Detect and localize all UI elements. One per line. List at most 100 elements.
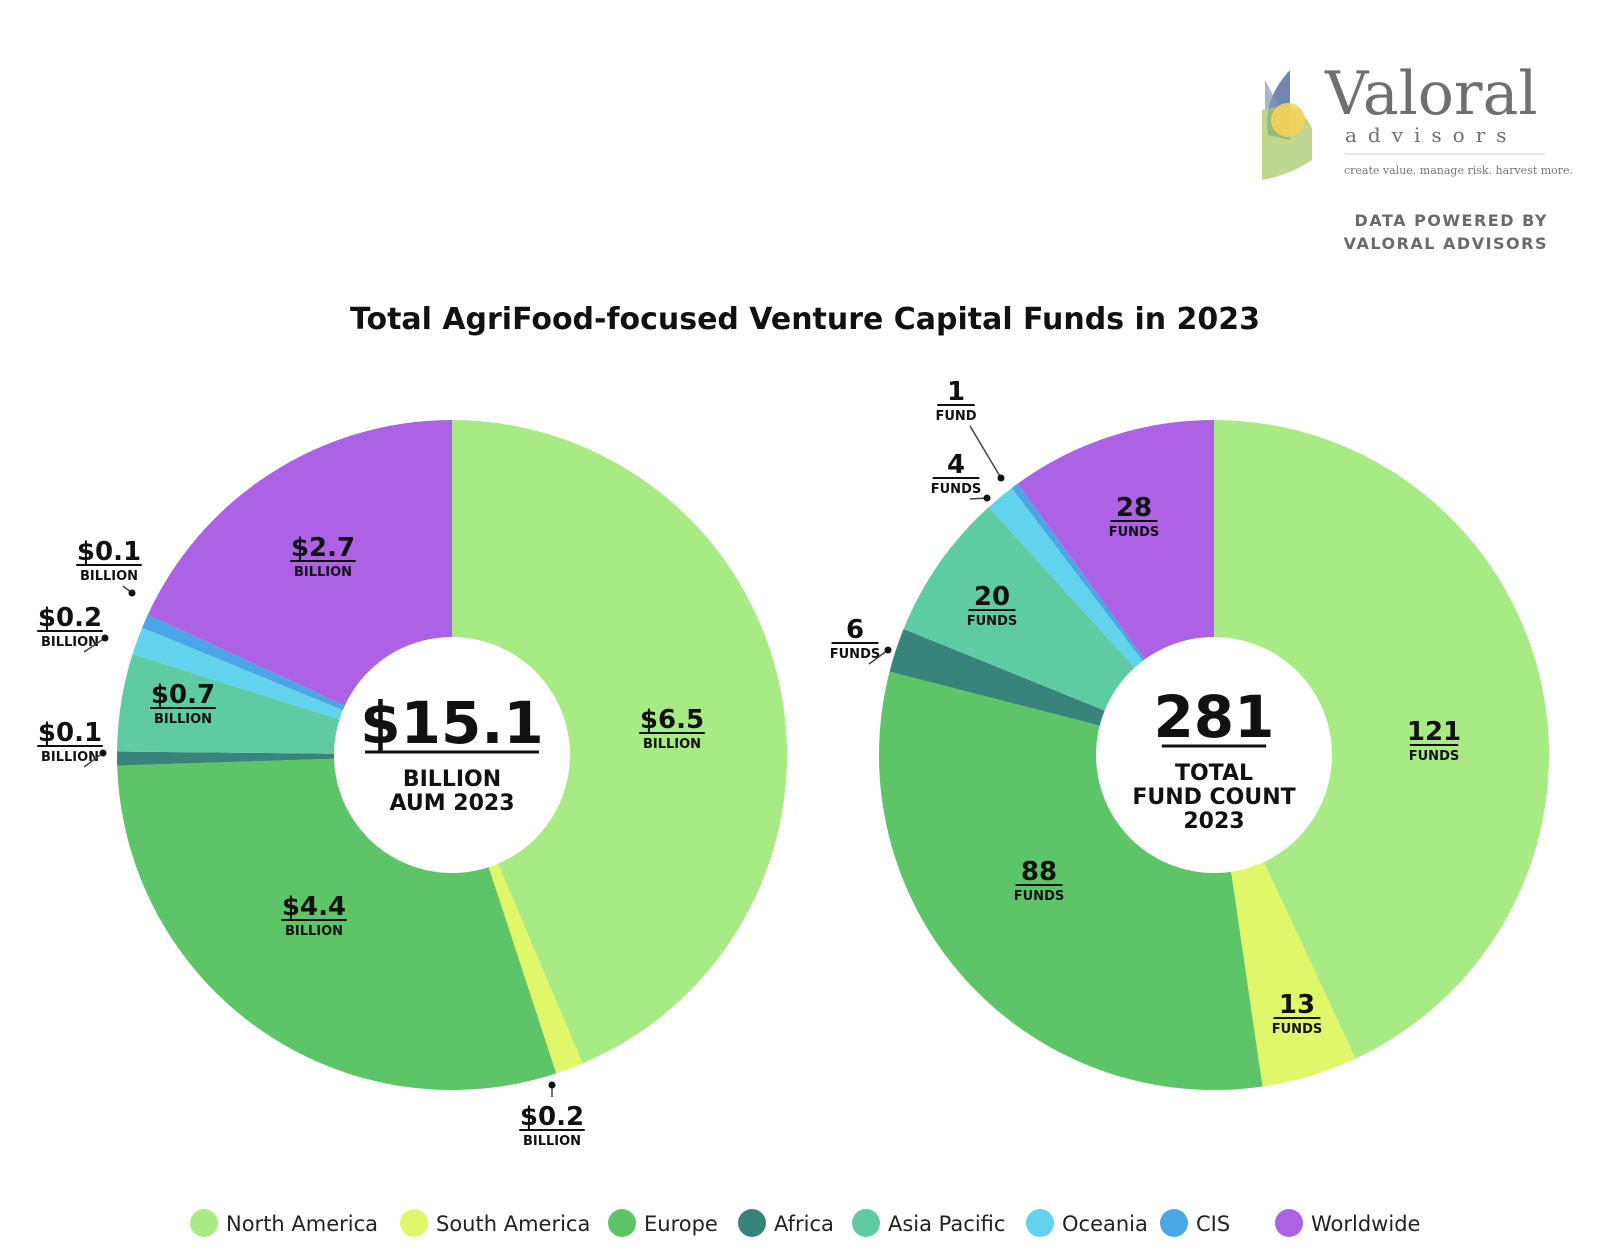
aum-unit-label: BILLION bbox=[41, 635, 99, 650]
chart-title: Total AgriFood-focused Venture Capital F… bbox=[350, 302, 1260, 337]
valoral-logo: Valoral advisors create value. manage ri… bbox=[1262, 59, 1573, 180]
funds-value-label: 1 bbox=[947, 377, 965, 407]
legend-swatch bbox=[608, 1209, 636, 1237]
funds-center-line-3: 2023 bbox=[1183, 809, 1244, 834]
legend-item-africa[interactable]: Africa bbox=[738, 1209, 834, 1237]
aum-leader-dot bbox=[101, 634, 109, 642]
funds-label-oceania: 4 FUNDS bbox=[931, 450, 991, 502]
funds-leader-dot bbox=[983, 494, 991, 502]
funds-labels: 121 FUNDS 13 FUNDS 88 FUNDS 6 FUNDS 20 FUNDS 4 FUND… bbox=[830, 377, 1461, 1037]
legend-item-asia-pacific[interactable]: Asia Pacific bbox=[852, 1209, 1005, 1237]
funds-label-africa: 6 FUNDS bbox=[830, 615, 892, 665]
powered-by-line2: VALORAL ADVISORS bbox=[1344, 234, 1548, 253]
legend: North America South America Europe Africa As… bbox=[190, 1209, 1420, 1237]
aum-labels: $6.5 BILLION $0.2 BILLION $4.4 BILLION $0.1 BIL… bbox=[37, 533, 705, 1149]
legend-label: Asia Pacific bbox=[888, 1212, 1005, 1236]
funds-unit-label: FUNDS bbox=[1014, 889, 1064, 904]
funds-leader-line bbox=[868, 649, 889, 665]
aum-value-label: $0.1 bbox=[77, 537, 141, 567]
aum-unit-label: BILLION bbox=[523, 1134, 581, 1149]
funds-center-total: 281 bbox=[1153, 683, 1274, 751]
aum-center-line-1: BILLION bbox=[403, 767, 501, 792]
legend-label: Europe bbox=[644, 1212, 718, 1236]
legend-item-oceania[interactable]: Oceania bbox=[1026, 1209, 1148, 1237]
aum-center-hole bbox=[334, 637, 570, 873]
legend-item-worldwide[interactable]: Worldwide bbox=[1275, 1209, 1420, 1237]
aum-center-total: $15.1 bbox=[360, 689, 543, 757]
funds-label-north-america: 121 FUNDS bbox=[1407, 717, 1461, 764]
aum-label-worldwide: $2.7 BILLION bbox=[290, 533, 356, 580]
aum-unit-label: BILLION bbox=[154, 712, 212, 727]
funds-label-europe: 88 FUNDS bbox=[1014, 857, 1064, 904]
aum-value-label: $2.7 bbox=[291, 533, 355, 563]
funds-label-cis: 1 FUND bbox=[935, 377, 1005, 482]
funds-center-hole bbox=[1096, 637, 1332, 873]
legend-label: Worldwide bbox=[1311, 1212, 1420, 1236]
logo-name: Valoral bbox=[1324, 59, 1538, 129]
logo-tagline: create value. manage risk. harvest more. bbox=[1344, 164, 1573, 177]
aum-value-label: $0.2 bbox=[38, 603, 102, 633]
aum-label-asia-pacific: $0.7 BILLION bbox=[150, 680, 216, 727]
logo-sun-icon bbox=[1271, 103, 1305, 137]
legend-label: CIS bbox=[1196, 1212, 1230, 1236]
funds-value-label: 88 bbox=[1021, 857, 1057, 887]
powered-by-line1: DATA POWERED BY bbox=[1355, 211, 1548, 230]
legend-swatch bbox=[1275, 1209, 1303, 1237]
funds-unit-label: FUNDS bbox=[931, 482, 981, 497]
funds-label-worldwide: 28 FUNDS bbox=[1109, 493, 1159, 540]
funds-value-label: 121 bbox=[1407, 717, 1461, 747]
funds-label-asia-pacific: 20 FUNDS bbox=[967, 582, 1017, 629]
legend-swatch bbox=[1160, 1209, 1188, 1237]
aum-unit-label: BILLION bbox=[643, 737, 701, 752]
aum-unit-label: BILLION bbox=[80, 569, 138, 584]
funds-unit-label: FUNDS bbox=[1409, 749, 1459, 764]
aum-value-label: $0.2 bbox=[520, 1102, 584, 1132]
legend-item-north-america[interactable]: North America bbox=[190, 1209, 378, 1237]
legend-label: North America bbox=[226, 1212, 378, 1236]
aum-value-label: $0.1 bbox=[38, 718, 102, 748]
aum-value-label: $6.5 bbox=[640, 705, 704, 735]
funds-leader-line bbox=[969, 425, 1002, 479]
legend-item-south-america[interactable]: South America bbox=[400, 1209, 590, 1237]
aum-value-label: $0.7 bbox=[151, 680, 215, 710]
aum-leader-dot bbox=[128, 589, 136, 597]
funds-value-label: 20 bbox=[974, 582, 1010, 612]
funds-unit-label: FUNDS bbox=[830, 647, 880, 662]
aum-leader-dot bbox=[99, 749, 107, 757]
funds-unit-label: FUND bbox=[935, 409, 976, 424]
aum-value-label: $4.4 bbox=[282, 892, 346, 922]
aum-label-oceania: $0.2 BILLION bbox=[37, 603, 109, 653]
aum-label-north-america: $6.5 BILLION bbox=[639, 705, 705, 752]
legend-swatch bbox=[1026, 1209, 1054, 1237]
aum-slice-north-america[interactable] bbox=[452, 420, 787, 1064]
funds-slice-north-america[interactable] bbox=[1214, 419, 1549, 1059]
aum-leader-dot bbox=[548, 1081, 556, 1089]
funds-value-label: 13 bbox=[1279, 990, 1315, 1020]
aum-leader-line bbox=[83, 637, 106, 653]
funds-center-line-1: TOTAL bbox=[1175, 761, 1253, 786]
legend-label: South America bbox=[436, 1212, 590, 1236]
aum-label-cis: $0.1 BILLION bbox=[76, 537, 142, 597]
aum-unit-label: BILLION bbox=[294, 565, 352, 580]
funds-value-label: 28 bbox=[1116, 493, 1152, 523]
funds-leader-dot bbox=[884, 646, 892, 654]
aum-label-africa: $0.1 BILLION bbox=[37, 718, 107, 768]
legend-swatch bbox=[400, 1209, 428, 1237]
legend-swatch bbox=[190, 1209, 218, 1237]
legend-item-europe[interactable]: Europe bbox=[608, 1209, 718, 1237]
legend-item-cis[interactable]: CIS bbox=[1160, 1209, 1230, 1237]
aum-center-line-2: AUM 2023 bbox=[390, 791, 515, 816]
logo-sub: advisors bbox=[1345, 123, 1518, 147]
legend-label: Africa bbox=[774, 1212, 834, 1236]
logo-leaf-gray-icon bbox=[1265, 80, 1282, 112]
funds-center-line-2: FUND COUNT bbox=[1132, 785, 1295, 810]
aum-label-europe: $4.4 BILLION bbox=[281, 892, 347, 939]
aum-unit-label: BILLION bbox=[285, 924, 343, 939]
funds-unit-label: FUNDS bbox=[967, 614, 1017, 629]
funds-leader-dot bbox=[997, 474, 1005, 482]
funds-value-label: 4 bbox=[947, 450, 965, 480]
aum-leader-line bbox=[83, 752, 104, 768]
